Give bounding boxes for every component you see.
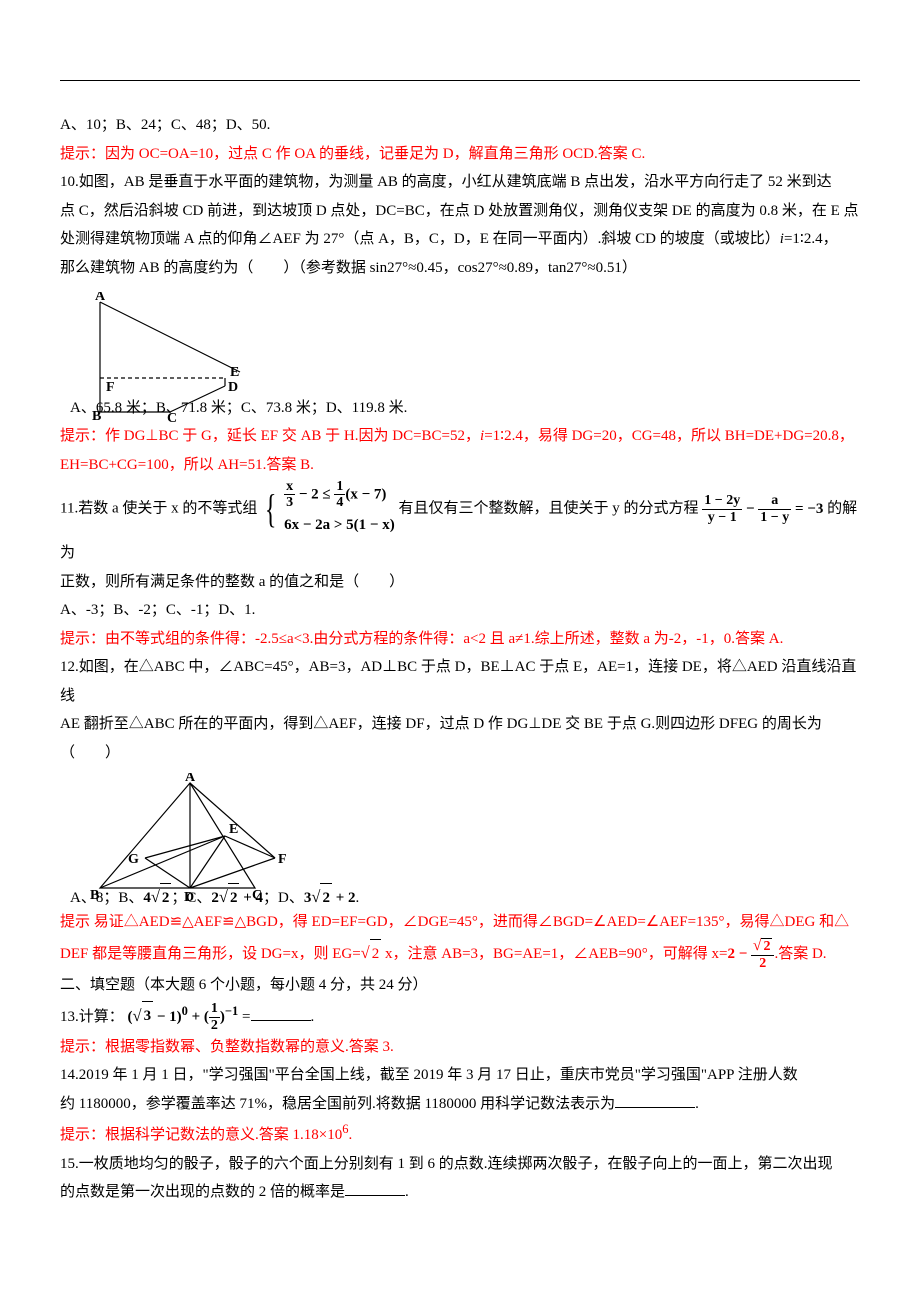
q12-h2c-pre: 2 − [727, 946, 751, 962]
q14-l2b: . [695, 1096, 699, 1112]
q14-blank[interactable] [615, 1092, 695, 1108]
q13-blank[interactable] [251, 1005, 311, 1021]
q11-hint: 提示：由不等式组的条件得：-2.5≤a<3.由分式方程的条件得：a<2 且 a≠… [60, 625, 860, 654]
q10-stem-l1: 10.如图，AB 是垂直于水平面的建筑物，为测量 AB 的高度，小红从建筑底端 … [60, 168, 860, 197]
q10-stem-l3a: 处测得建筑物顶端 A 点的仰角∠AEF 为 27°（点 A，B，C，D，E 在同… [60, 231, 780, 247]
q12-h2b: x，注意 AB=3，BG=AE=1，∠AEB=90°，可解得 x= [381, 946, 727, 962]
q13-tail1: − 1) [153, 1009, 182, 1025]
q15-l2a: 的点数是第一次出现的点数的 2 倍的概率是 [60, 1184, 345, 1200]
q11-t2n: a [758, 493, 791, 509]
q15-blank[interactable] [345, 1180, 405, 1196]
q14-hint-a: 提示：根据科学记数法的意义.答案 1.18×10 [60, 1127, 342, 1143]
q10-options: A、65.8 米；B、71.8 米；C、73.8 米；D、119.8 米. [70, 394, 407, 423]
q14-stem-l1: 14.2019 年 1 月 1 日，"学习强国"平台全国上线，截至 2019 年… [60, 1061, 860, 1090]
q12-opts-c: ；D、 [263, 890, 304, 906]
q12-opts-b: ；C、 [171, 890, 211, 906]
q12-optD-plus: + 2 [332, 890, 356, 906]
svg-text:F: F [278, 852, 287, 867]
q12-h2rad: 2 [370, 939, 382, 969]
q11-stem: 11.若数 a 使关于 x 的不等式组 { x3 − 2 ≤ 14(x − 7)… [60, 479, 860, 568]
q11-stem-a: 11.若数 a 使关于 x 的不等式组 [60, 501, 257, 517]
q11-r1-rhs-num: 1 [334, 479, 345, 495]
q11-r1-lhs-num: x [284, 479, 295, 495]
top-rule [60, 80, 860, 81]
q12-stem-l2: AE 翻折至△ABC 所在的平面内，得到△AEF，连接 DF，过点 D 作 DG… [60, 710, 860, 767]
q11-stem-d: 正数，则所有满足条件的整数 a 的值之和是（ ） [60, 568, 860, 597]
q14-hint: 提示：根据科学记数法的意义.答案 1.18×106. [60, 1118, 860, 1150]
q11-options: A、-3；B、-2；C、-1；D、1. [60, 596, 860, 625]
svg-text:E: E [229, 822, 238, 837]
q12-h2a: DEF 都是等腰直角三角形，设 DG=x，则 EG= [60, 946, 361, 962]
q9-options: A、10；B、24；C、48；D、50. [60, 111, 860, 140]
q10-stem-l3: 处测得建筑物顶端 A 点的仰角∠AEF 为 27°（点 A，B，C，D，E 在同… [60, 225, 860, 254]
q10-hint-l1b: =1∶2.4，易得 DG=20，CG=48，所以 BH=DE+DG=20.8， [484, 428, 854, 444]
svg-text:E: E [230, 365, 239, 380]
svg-text:F: F [106, 380, 115, 395]
q15-stem-l2: 的点数是第一次出现的点数的 2 倍的概率是. [60, 1178, 860, 1207]
q12-h2c-numrad: 2 [761, 938, 772, 954]
q13-bnum: 1 [209, 1001, 220, 1017]
q11-t2d: 1 − y [758, 510, 791, 525]
svg-text:D: D [228, 380, 238, 395]
q12-opts-d: . [356, 890, 360, 906]
q12-optD-coef: 3 [304, 890, 312, 906]
q11-stem-b: 有且仅有三个整数解，且使关于 y 的分式方程 [398, 501, 698, 517]
q11-r1-mid: − 2 ≤ [295, 486, 334, 502]
q14-hint-b: . [348, 1127, 352, 1143]
q11-ineq-system: { x3 − 2 ≤ 14(x − 7) 6x − 2a > 5(1 − x) [261, 479, 395, 539]
q13-stem: 13.计算： (√3 − 1)0 + (12)−1 =. [60, 1000, 860, 1033]
q11-t1d: y − 1 [702, 510, 742, 525]
q12-h2c-den: 2 [751, 956, 774, 971]
q10-stem-l2: 点 C，然后沿斜坡 CD 前进，到达坡顶 D 点处，DC=BC，在点 D 处放置… [60, 197, 860, 226]
q14-l2a: 约 1180000，参学覆盖率达 71%，稳居全国前列.将数据 1180000 … [60, 1096, 615, 1112]
q12-optD-rad: 2 [320, 883, 332, 913]
q13-hint: 提示：根据零指数幂、负整数指数幂的意义.答案 3. [60, 1033, 860, 1062]
q12-opts-a: A、8；B、 [70, 890, 143, 906]
q12-h2d: .答案 D. [774, 946, 826, 962]
q15-stem-l1: 15.一枚质地均匀的骰子，骰子的六个面上分别刻有 1 到 6 的点数.连续掷两次… [60, 1150, 860, 1179]
q12-hint-l2: DEF 都是等腰直角三角形，设 DG=x，则 EG=√2 x，注意 AB=3，B… [60, 937, 860, 971]
q11-fraceq: 1 − 2yy − 1 − a1 − y = −3 [702, 501, 827, 517]
q11-r1-tail: (x − 7) [345, 486, 386, 502]
q13-stem-a: 13.计算： [60, 1009, 124, 1025]
svg-text:G: G [128, 852, 139, 867]
q13-tail: . [311, 1009, 315, 1025]
q12-optC-coef: 2 [211, 890, 219, 906]
q12-optB-rad: 2 [160, 883, 172, 913]
q12-optB-coef: 4 [143, 890, 151, 906]
q10-hint-l2: EH=BC+CG=100，所以 AH=51.答案 B. [60, 451, 860, 480]
q11-r1-lhs-den: 3 [284, 495, 295, 510]
q13-eq: = [242, 1009, 250, 1025]
q13-sup2: −1 [225, 1004, 238, 1018]
q15-l2b: . [405, 1184, 409, 1200]
q12-stem-l1: 12.如图，在△ABC 中，∠ABC=45°，AB=3，AD⊥BC 于点 D，B… [60, 653, 860, 710]
svg-text:A: A [185, 773, 196, 785]
svg-text:A: A [95, 292, 106, 304]
q10-hint-l1: 提示：作 DG⊥BC 于 G，延长 EF 交 AB 于 H.因为 DC=BC=5… [60, 422, 860, 451]
q11-t1n: 1 − 2y [702, 493, 742, 509]
q11-r2: 6x − 2a > 5(1 − x) [284, 511, 395, 540]
q12-optC-plus: + 4 [239, 890, 263, 906]
q12-options: A、8；B、4√2；C、2√2 + 4；D、3√2 + 2. [70, 881, 359, 913]
q10-stem-l4: 那么建筑物 AB 的高度约为（ ）（参考数据 sin27°≈0.45，cos27… [60, 254, 860, 283]
q9-hint: 提示：因为 OC=OA=10，过点 C 作 OA 的垂线，记垂足为 D，解直角三… [60, 140, 860, 169]
q11-eq: = −3 [791, 501, 823, 517]
q11-minus: − [742, 501, 758, 517]
q14-stem-l2: 约 1180000，参学覆盖率达 71%，稳居全国前列.将数据 1180000 … [60, 1090, 860, 1119]
q13-plus: + ( [188, 1009, 209, 1025]
q11-r1-rhs-den: 4 [334, 495, 345, 510]
q13-bden: 2 [209, 1018, 220, 1033]
q12-optC-rad: 2 [228, 883, 240, 913]
q10-hint-l1a: 提示：作 DG⊥BC 于 G，延长 EF 交 AB 于 H.因为 DC=BC=5… [60, 428, 480, 444]
q13-rad: 3 [142, 1001, 154, 1031]
q10-stem-l3t: =1∶2.4， [784, 231, 838, 247]
section2-title: 二、填空题（本大题 6 个小题，每小题 4 分，共 24 分） [60, 971, 860, 1000]
